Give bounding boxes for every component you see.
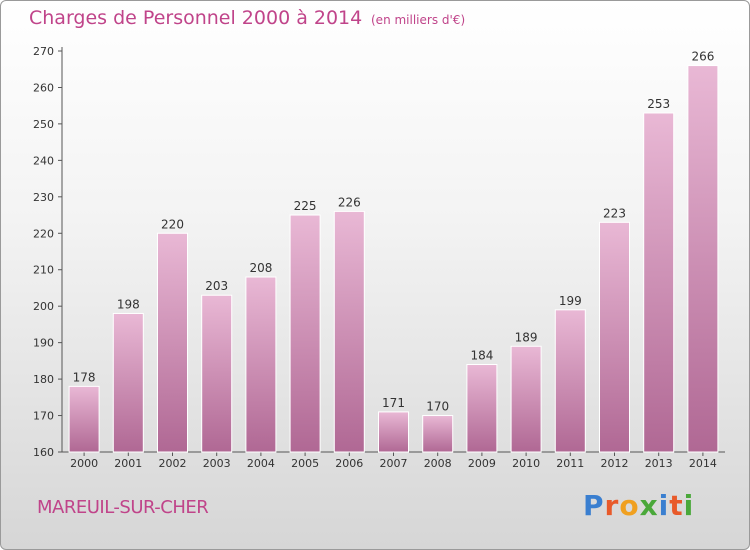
- proxiti-logo: Proxiti: [583, 489, 694, 522]
- x-tick-label: 2004: [247, 457, 275, 470]
- x-tick-label: 2008: [424, 457, 452, 470]
- y-tick-label: 260: [33, 81, 54, 94]
- bar-2011: [554, 309, 586, 453]
- y-tick-label: 180: [33, 373, 54, 386]
- x-tick-label: 2002: [159, 457, 187, 470]
- data-label: 223: [603, 206, 626, 220]
- data-label: 203: [205, 279, 228, 293]
- bar-2007: [378, 411, 409, 453]
- chart-labels: 178 2000 198 2001 220 2002 203 2003 208 2004 225 20…: [70, 50, 717, 470]
- logo-letter: r: [604, 489, 620, 522]
- bar-2002: [157, 232, 188, 453]
- bar-2004: [245, 276, 277, 453]
- x-tick-label: 2014: [689, 457, 717, 470]
- y-tick-label: 210: [33, 264, 54, 277]
- y-tick-label: 220: [33, 227, 54, 240]
- data-label: 266: [691, 50, 714, 64]
- x-tick-label: 2000: [70, 457, 98, 470]
- x-tick-label: 2010: [512, 457, 540, 470]
- bar-2009: [466, 364, 498, 453]
- y-tick-label: 200: [33, 300, 54, 313]
- y-tick-label: 240: [33, 154, 54, 167]
- bar-2005: [289, 214, 321, 453]
- bar-2003: [201, 294, 233, 453]
- data-label: 171: [382, 396, 405, 410]
- data-label: 198: [117, 297, 140, 311]
- x-tick-label: 2009: [468, 457, 496, 470]
- data-label: 226: [338, 195, 361, 209]
- logo-letter: i: [658, 489, 670, 522]
- bar-2012: [599, 221, 630, 453]
- logo-letter: P: [583, 489, 605, 522]
- data-label: 178: [73, 370, 96, 384]
- x-tick-label: 2007: [380, 457, 408, 470]
- commune-name: MAREUIL-SUR-CHER: [37, 497, 209, 518]
- x-tick-label: 2011: [556, 457, 584, 470]
- bar-2001: [112, 312, 144, 453]
- data-label: 208: [249, 261, 272, 275]
- bar-2000: [68, 385, 100, 453]
- logo-letter: x: [639, 489, 659, 522]
- y-tick-label: 230: [33, 191, 54, 204]
- data-label: 220: [161, 217, 184, 231]
- bar-2010: [510, 345, 542, 453]
- x-tick-label: 2012: [601, 457, 629, 470]
- data-label: 170: [426, 400, 449, 414]
- logo-letter: o: [619, 489, 640, 522]
- chart-bars: [68, 65, 719, 453]
- y-tick-label: 190: [33, 337, 54, 350]
- y-tick-label: 250: [33, 118, 54, 131]
- data-label: 184: [470, 349, 493, 363]
- bar-2013: [643, 112, 675, 453]
- x-tick-label: 2006: [335, 457, 363, 470]
- x-tick-label: 2001: [114, 457, 142, 470]
- bar-2006: [333, 210, 365, 453]
- x-tick-label: 2013: [645, 457, 673, 470]
- logo-letter: i: [683, 489, 695, 522]
- x-tick-label: 2005: [291, 457, 319, 470]
- data-label: 253: [647, 97, 670, 111]
- logo-letter: t: [669, 489, 684, 522]
- y-tick-label: 170: [33, 410, 54, 423]
- data-label: 199: [559, 294, 582, 308]
- y-tick-label: 270: [33, 45, 54, 58]
- chart-title: Charges de Personnel 2000 à 2014: [29, 7, 363, 29]
- bar-2008: [422, 415, 454, 453]
- chart-subtitle: (en milliers d'€): [371, 13, 466, 27]
- x-tick-label: 2003: [203, 457, 231, 470]
- data-label: 225: [294, 199, 317, 213]
- y-tick-label: 160: [33, 446, 54, 459]
- data-label: 189: [515, 330, 538, 344]
- bar-2014: [687, 65, 719, 453]
